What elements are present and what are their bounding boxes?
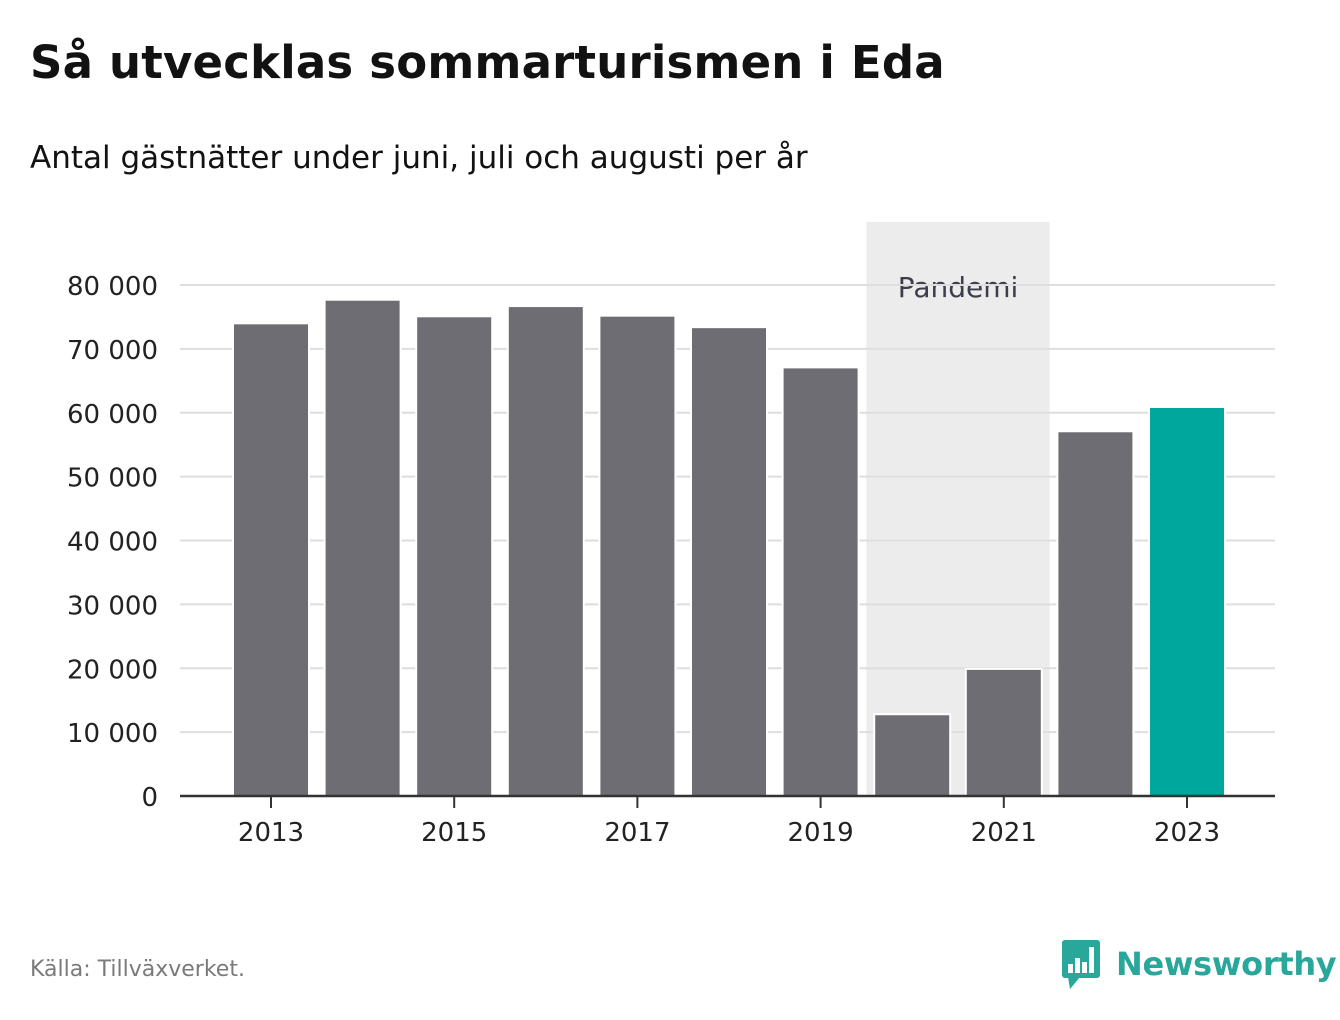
brand-name: Newsworthy — [1116, 945, 1337, 983]
bar-2018 — [690, 326, 768, 797]
source-note: Källa: Tillväxverket. — [30, 957, 245, 982]
x-tick-label: 2023 — [1154, 818, 1220, 848]
y-tick-label: 70 000 — [67, 336, 158, 366]
y-tick-label: 80 000 — [67, 272, 158, 302]
bar-2016 — [506, 305, 585, 797]
bar-2023 — [1148, 406, 1226, 797]
y-tick-label: 40 000 — [67, 528, 158, 558]
x-tick-label: 2015 — [421, 818, 487, 848]
bar-2017 — [598, 314, 677, 797]
y-tick-label: 10 000 — [67, 719, 158, 749]
y-tick-label: 60 000 — [67, 400, 158, 430]
bar-2015 — [415, 315, 494, 797]
y-tick-label: 0 — [141, 783, 158, 813]
bar-2013 — [232, 322, 310, 797]
pandemic-label: Pandemi — [898, 271, 1019, 304]
bar-2020 — [873, 713, 952, 797]
y-tick-label: 50 000 — [67, 464, 158, 494]
chart-subtitle: Antal gästnätter under juni, juli och au… — [30, 140, 808, 176]
bar-chart-speech-bubble-icon — [1062, 940, 1100, 989]
brand-logo: Newsworthy — [1060, 938, 1337, 990]
x-tick-label: 2021 — [971, 818, 1037, 848]
y-tick-label: 20 000 — [67, 655, 158, 685]
x-tick-label: 2017 — [604, 818, 670, 848]
x-tick-label: 2019 — [788, 818, 854, 848]
bar-2014 — [323, 298, 402, 797]
y-tick-label: 30 000 — [67, 591, 158, 621]
bar-2021 — [964, 667, 1043, 797]
bar-2019 — [781, 366, 860, 797]
x-tick-label: 2013 — [238, 818, 304, 848]
chart-title: Så utvecklas sommarturismen i Eda — [30, 36, 945, 89]
bar-2022 — [1056, 430, 1135, 797]
